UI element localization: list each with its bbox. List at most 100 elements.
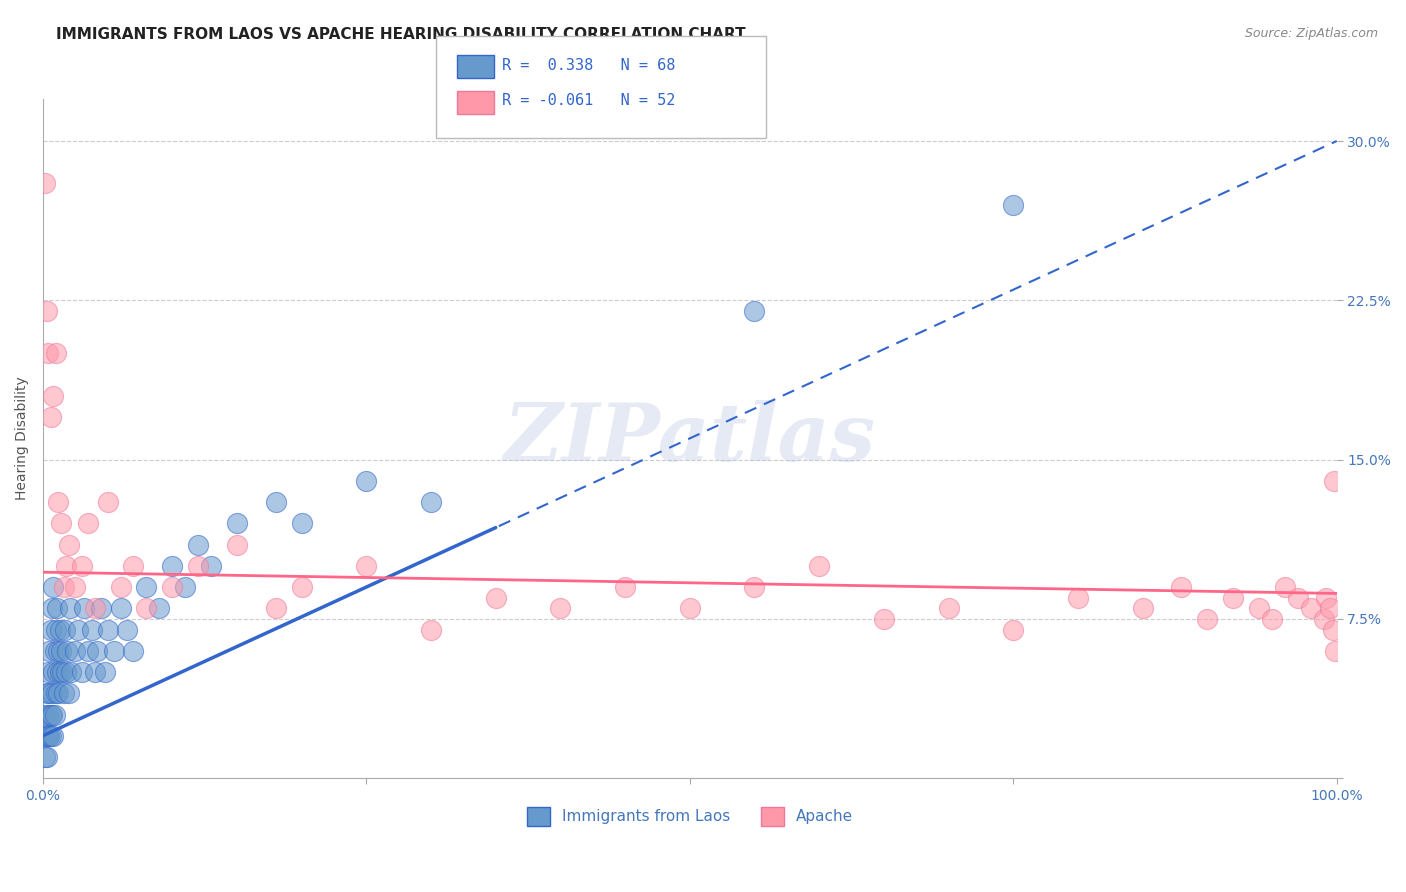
Point	[1313, 612, 1336, 626]
Point	[45, 346, 67, 360]
Point	[264, 495, 287, 509]
Point	[80, 623, 103, 637]
Point	[1274, 580, 1296, 594]
Point	[614, 580, 637, 594]
Text: IMMIGRANTS FROM LAOS VS APACHE HEARING DISABILITY CORRELATION CHART: IMMIGRANTS FROM LAOS VS APACHE HEARING D…	[56, 27, 745, 42]
Point	[83, 665, 105, 679]
Point	[35, 750, 58, 764]
Point	[187, 538, 209, 552]
Point	[1249, 601, 1271, 615]
Point	[65, 580, 87, 594]
Point	[58, 686, 80, 700]
Point	[135, 601, 157, 615]
Point	[58, 538, 80, 552]
Point	[45, 623, 67, 637]
Point	[53, 623, 76, 637]
Point	[60, 665, 83, 679]
Point	[1324, 644, 1347, 658]
Point	[55, 665, 77, 679]
Point	[226, 538, 249, 552]
Point	[66, 623, 89, 637]
Point	[38, 644, 60, 658]
Point	[37, 665, 59, 679]
Point	[162, 558, 184, 573]
Point	[37, 729, 59, 743]
Point	[39, 729, 62, 743]
Point	[187, 558, 209, 573]
Point	[39, 623, 62, 637]
Point	[420, 495, 443, 509]
Point	[420, 623, 443, 637]
Text: Source: ZipAtlas.com: Source: ZipAtlas.com	[1244, 27, 1378, 40]
Point	[550, 601, 572, 615]
Text: R = -0.061   N = 52: R = -0.061 N = 52	[502, 94, 675, 108]
Point	[46, 665, 69, 679]
Point	[1315, 591, 1337, 605]
Point	[744, 580, 766, 594]
Point	[485, 591, 508, 605]
Point	[55, 558, 77, 573]
Point	[938, 601, 960, 615]
Point	[42, 729, 65, 743]
Point	[1322, 623, 1344, 637]
Point	[38, 729, 60, 743]
Point	[49, 516, 72, 531]
Point	[122, 644, 145, 658]
Point	[90, 601, 112, 615]
Point	[32, 729, 55, 743]
Point	[39, 707, 62, 722]
Point	[42, 389, 65, 403]
Point	[44, 707, 66, 722]
Point	[77, 516, 100, 531]
Point	[679, 601, 702, 615]
Point	[49, 644, 72, 658]
Point	[52, 580, 75, 594]
Point	[48, 644, 70, 658]
Point	[103, 644, 125, 658]
Point	[35, 686, 58, 700]
Point	[808, 558, 831, 573]
Point	[52, 686, 75, 700]
Point	[135, 580, 157, 594]
Point	[291, 580, 314, 594]
Point	[35, 729, 58, 743]
Point	[291, 516, 314, 531]
Point	[45, 686, 67, 700]
Point	[46, 601, 69, 615]
Point	[162, 580, 184, 594]
Point	[744, 304, 766, 318]
Point	[1222, 591, 1244, 605]
Point	[35, 304, 58, 318]
Text: ZIPatlas: ZIPatlas	[503, 400, 876, 477]
Point	[34, 750, 56, 764]
Point	[356, 558, 378, 573]
Point	[41, 686, 63, 700]
Point	[70, 558, 93, 573]
Point	[1002, 623, 1025, 637]
Point	[38, 686, 60, 700]
Point	[873, 612, 896, 626]
Point	[51, 665, 73, 679]
Point	[226, 516, 249, 531]
Point	[65, 644, 87, 658]
Point	[39, 410, 62, 425]
Point	[41, 601, 63, 615]
Point	[48, 665, 70, 679]
Point	[44, 644, 66, 658]
Point	[77, 644, 100, 658]
Point	[48, 686, 70, 700]
Point	[1286, 591, 1309, 605]
Point	[200, 558, 222, 573]
Point	[1299, 601, 1322, 615]
Point	[115, 623, 138, 637]
Point	[73, 601, 96, 615]
Point	[148, 601, 170, 615]
Point	[42, 665, 65, 679]
Point	[1002, 198, 1025, 212]
Point	[56, 644, 79, 658]
Point	[41, 707, 63, 722]
Point	[34, 707, 56, 722]
Point	[97, 495, 120, 509]
Point	[48, 495, 70, 509]
Point	[174, 580, 197, 594]
